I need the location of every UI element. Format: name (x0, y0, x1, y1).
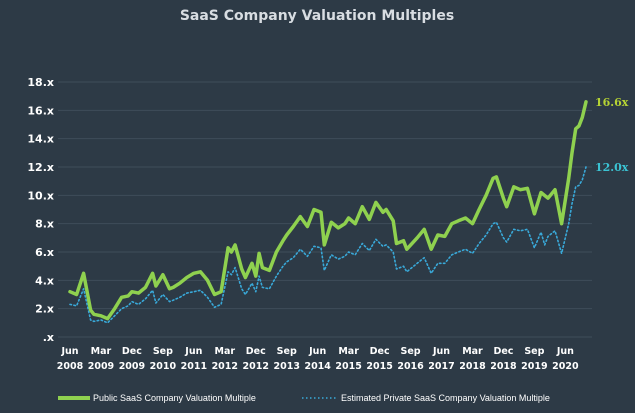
x-tick-year-label: 2009 (119, 361, 145, 372)
x-tick-month-label: Dec (122, 346, 142, 357)
y-tick-label: 10.x (27, 189, 54, 202)
y-tick-label: 12.x (27, 161, 54, 174)
x-tick-year-label: 2014 (304, 361, 331, 372)
x-tick-month-label: Dec (493, 346, 513, 357)
legend-label-private: Estimated Private SaaS Company Valuation… (341, 393, 550, 403)
x-tick-year-label: 2018 (490, 361, 517, 372)
x-tick-month-label: Mar (462, 346, 483, 357)
x-tick-year-label: 2012 (212, 361, 238, 372)
x-tick-month-label: Sep (401, 346, 421, 357)
x-axis-tick-labels: Jun 2008 Mar 2009 Dec 2009 Sep 2010 Jun 2011 Mar 20… (57, 346, 579, 372)
x-tick-year-label: 2015 (366, 361, 392, 372)
series-line-public (68, 100, 588, 321)
x-tick-year-label: 2019 (521, 361, 547, 372)
x-tick-month-label: Sep (524, 346, 544, 357)
x-tick-month-label: Jun (432, 346, 450, 357)
x-tick-month-label: Jun (184, 346, 202, 357)
legend-label-public: Public SaaS Company Valuation Multiple (93, 393, 256, 403)
y-tick-label: 8.x (35, 218, 54, 231)
legend: Public SaaS Company Valuation Multiple E… (58, 393, 550, 403)
y-tick-label: 2.x (35, 303, 54, 316)
x-tick-month-label: Jun (556, 346, 574, 357)
end-label-private: 12.0x (595, 161, 629, 174)
x-tick-month-label: Jun (60, 346, 78, 357)
y-tick-label: 14.x (27, 133, 54, 146)
x-tick-month-label: Mar (338, 346, 359, 357)
x-tick-year-label: 2016 (397, 361, 424, 372)
x-tick-year-label: 2020 (552, 361, 579, 372)
series-lines (68, 100, 588, 324)
x-tick-year-label: 2017 (428, 361, 454, 372)
y-tick-label: 6.x (35, 246, 54, 259)
y-axis-tick-labels: .x 2.x 4.x 6.x 8.x 10.x 12.x 14.x 16.x 18.x (27, 76, 54, 344)
x-tick-year-label: 2012 (243, 361, 269, 372)
x-tick-month-label: Dec (370, 346, 390, 357)
x-tick-month-label: Mar (91, 346, 112, 357)
y-tick-label: .x (43, 331, 54, 344)
x-tick-year-label: 2009 (88, 361, 114, 372)
x-tick-month-label: Jun (308, 346, 326, 357)
x-tick-month-label: Sep (153, 346, 173, 357)
x-tick-year-label: 2015 (335, 361, 361, 372)
series-line-private (69, 166, 587, 324)
x-tick-year-label: 2018 (459, 361, 486, 372)
x-tick-year-label: 2010 (150, 361, 177, 372)
series-end-labels: 12.0x 16.6x (595, 96, 629, 174)
end-label-public: 16.6x (595, 96, 629, 109)
x-tick-year-label: 2011 (181, 361, 207, 372)
x-tick-month-label: Mar (215, 346, 236, 357)
x-tick-year-label: 2013 (273, 361, 299, 372)
y-tick-label: 16.x (27, 104, 54, 117)
chart-title: SaaS Company Valuation Multiples (180, 8, 454, 24)
x-tick-month-label: Dec (246, 346, 266, 357)
x-tick-month-label: Sep (277, 346, 297, 357)
y-tick-label: 4.x (35, 274, 54, 287)
gridlines (58, 81, 592, 338)
y-tick-label: 18.x (27, 76, 54, 89)
x-tick-year-label: 2008 (57, 361, 84, 372)
